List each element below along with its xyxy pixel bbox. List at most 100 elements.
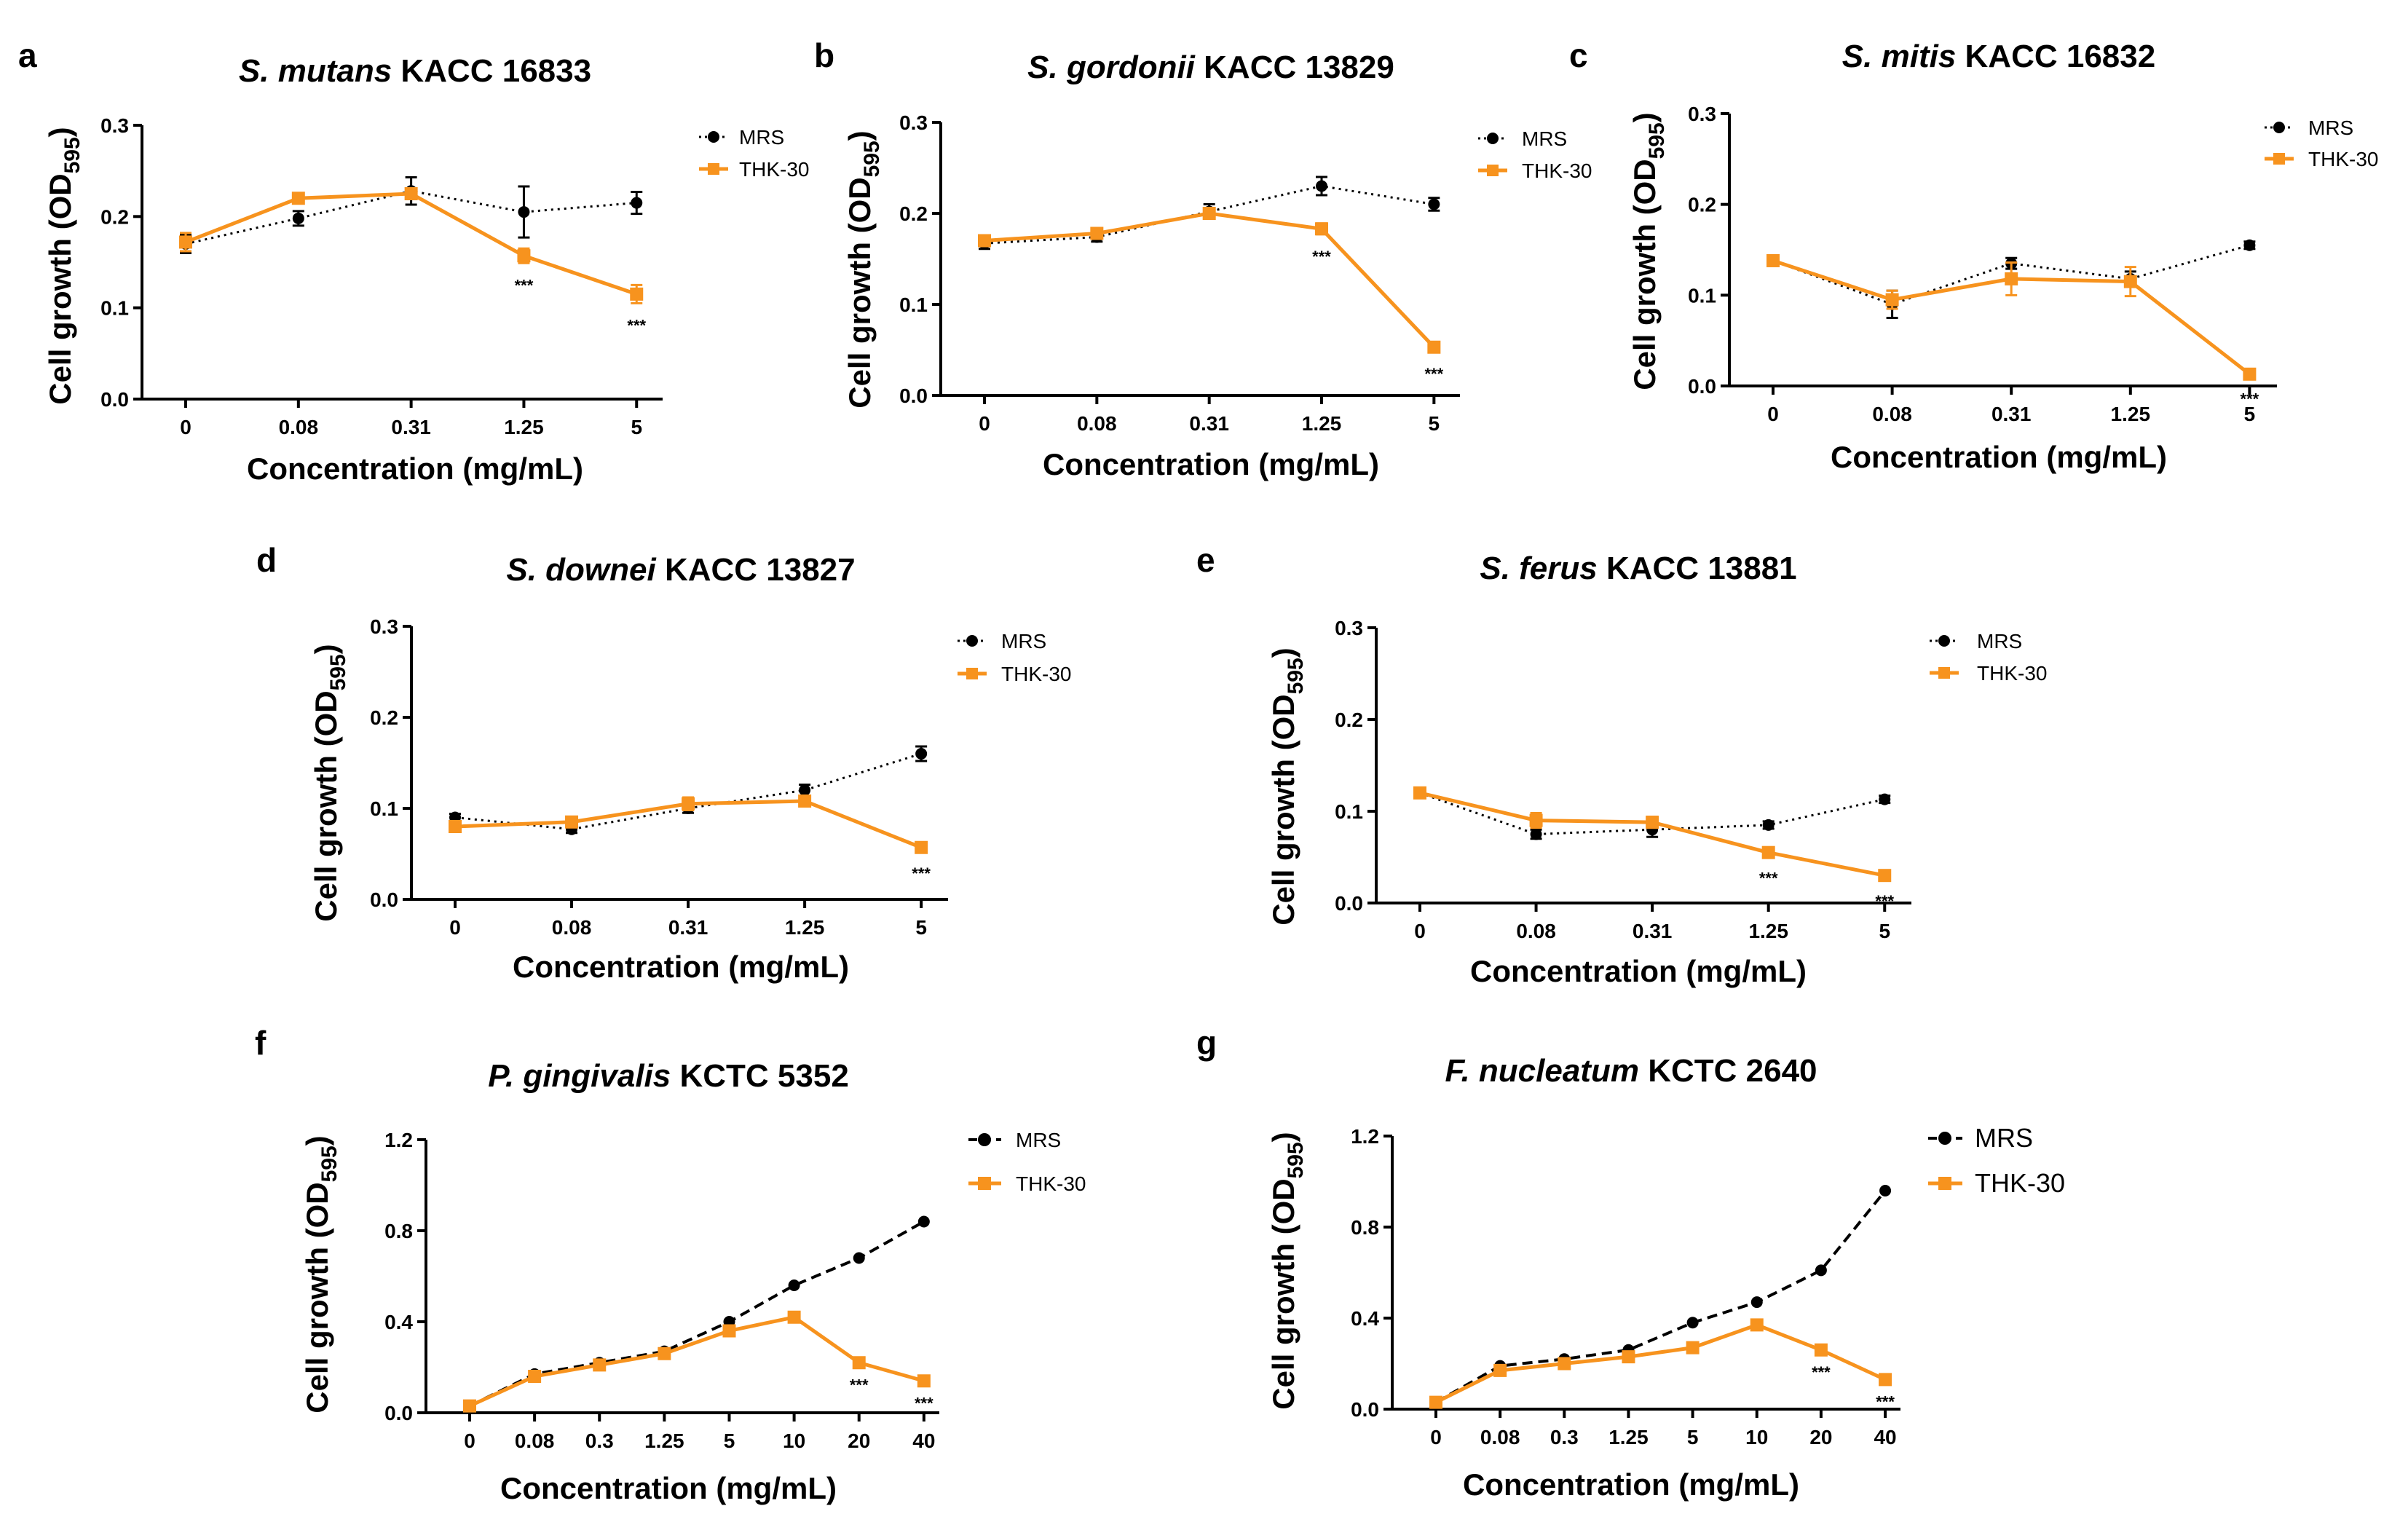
data-point-thk30 — [1686, 1341, 1700, 1355]
y-tick-label: 0.4 — [1351, 1307, 1379, 1330]
legend-marker-mrs — [1938, 635, 1950, 647]
x-tick-label: 0.08 — [1077, 412, 1117, 435]
x-tick-label: 0.31 — [1189, 412, 1229, 435]
legend: MRS THK-30 — [1478, 127, 1592, 182]
x-tick-label: 1.25 — [644, 1430, 684, 1452]
x-tick-label: 0 — [979, 412, 990, 435]
y-tick-label: 0.2 — [899, 202, 928, 225]
panel-letter: e — [1196, 541, 1215, 579]
y-tick-label: 0.2 — [1335, 709, 1363, 731]
legend-marker-thk30 — [1487, 165, 1499, 176]
plot-area: 0.0 0.1 0.2 0.3 0 0.08 0.31 1.25 5 *** *** — [899, 111, 1460, 435]
y-axis-label: Cell growth (OD595) — [309, 644, 350, 921]
plot-area: 0.0 0.1 0.2 0.3 0 0.08 0.31 1.25 5 *** *** — [100, 114, 663, 438]
x-tick-label: 0 — [1767, 403, 1779, 425]
significance-label: *** — [1425, 365, 1444, 383]
series-line-mrs — [454, 752, 922, 831]
data-point-mrs — [917, 1215, 930, 1228]
y-tick-label: 0.1 — [1335, 800, 1363, 823]
x-tick-label: 0.3 — [1550, 1426, 1579, 1448]
legend-marker-thk30 — [966, 668, 978, 679]
x-tick-label: 0.31 — [668, 916, 708, 939]
legend-label-mrs: MRS — [2308, 117, 2353, 139]
legend-marker-thk30 — [708, 163, 719, 175]
legend: MRS THK-30 — [968, 1129, 1086, 1195]
x-axis-label: Concentration (mg/mL) — [1831, 440, 2167, 474]
y-tick-label: 1.2 — [1351, 1125, 1379, 1148]
data-point-thk30 — [517, 249, 531, 263]
data-point-thk30 — [1879, 1373, 1892, 1387]
legend-item-mrs: MRS — [699, 126, 784, 149]
x-tick-label: 0 — [449, 916, 461, 939]
data-point-thk30 — [852, 1356, 866, 1370]
significance-label: *** — [915, 1394, 933, 1412]
data-point-thk30 — [291, 192, 305, 205]
legend-label-thk30: THK-30 — [1975, 1168, 2065, 1198]
data-point-thk30 — [1766, 253, 1780, 267]
legend-item-thk30: THK-30 — [1928, 1168, 2065, 1198]
legend-marker-mrs — [1938, 1132, 1951, 1145]
x-tick-label: 1.25 — [1748, 920, 1788, 942]
data-point-thk30 — [1427, 340, 1441, 354]
data-point-mrs — [915, 748, 928, 760]
series-line-thk30 — [185, 192, 638, 296]
legend-label-thk30: THK-30 — [1001, 663, 1071, 685]
data-point-thk30 — [1429, 1395, 1442, 1409]
y-tick-label: 0.3 — [1335, 617, 1363, 639]
data-point-thk30 — [1413, 786, 1426, 800]
x-tick-label: 20 — [1809, 1426, 1832, 1448]
y-tick-label: 0.0 — [1688, 375, 1716, 398]
legend-marker-mrs — [978, 1133, 991, 1146]
legend-label-mrs: MRS — [1522, 127, 1567, 150]
x-tick-label: 1.25 — [785, 916, 825, 939]
y-tick-label: 0.3 — [100, 114, 129, 137]
data-point-thk30 — [593, 1358, 607, 1372]
legend: MRS THK-30 — [1928, 1123, 2065, 1198]
panel-g: g F. nucleatum KCTC 2640 Cell growth (OD… — [1196, 1024, 2065, 1502]
x-tick-label: 5 — [915, 916, 927, 939]
legend-item-mrs: MRS — [958, 630, 1046, 652]
y-tick-label: 0.2 — [1688, 194, 1716, 216]
data-point-thk30 — [1878, 869, 1892, 883]
series-line-mrs — [1435, 1189, 1887, 1404]
x-axis-label: Concentration (mg/mL) — [500, 1471, 837, 1505]
legend-item-thk30: THK-30 — [699, 158, 809, 181]
legend-marker-mrs — [966, 635, 978, 647]
x-axis-label: Concentration (mg/mL) — [513, 950, 849, 984]
x-tick-label: 0.08 — [515, 1430, 555, 1452]
chart-title: S. ferus KACC 13881 — [1480, 551, 1796, 586]
legend-label-mrs: MRS — [1975, 1123, 2033, 1153]
x-tick-label: 1.25 — [1302, 412, 1342, 435]
x-tick-label: 10 — [783, 1430, 805, 1452]
x-tick-label: 20 — [848, 1430, 870, 1452]
data-point-mrs — [1686, 1317, 1699, 1329]
legend-label-mrs: MRS — [1001, 630, 1046, 652]
data-point-thk30 — [1622, 1350, 1635, 1364]
legend-marker-thk30 — [1938, 667, 1950, 679]
legend-item-thk30: THK-30 — [2265, 148, 2378, 170]
legend-item-thk30: THK-30 — [968, 1172, 1086, 1195]
y-tick-label: 1.2 — [384, 1129, 413, 1151]
legend-label-thk30: THK-30 — [1522, 159, 1592, 182]
plot-area: 0.0 0.1 0.2 0.3 0 0.08 0.31 1.25 5*** — [1688, 103, 2277, 425]
x-tick-label: 40 — [1874, 1426, 1896, 1448]
data-point-mrs — [631, 197, 643, 209]
x-tick-label: 1.25 — [504, 416, 544, 438]
y-tick-label: 0.3 — [899, 111, 928, 134]
significance-label: *** — [1812, 1363, 1831, 1381]
x-tick-label: 10 — [1745, 1426, 1768, 1448]
significance-label: *** — [912, 864, 931, 883]
data-point-thk30 — [1315, 222, 1329, 236]
x-tick-label: 0 — [464, 1430, 475, 1452]
data-point-thk30 — [1493, 1363, 1507, 1377]
x-tick-label: 0.31 — [391, 416, 431, 438]
legend-marker-thk30 — [1938, 1177, 1951, 1190]
panel-letter: f — [255, 1024, 267, 1062]
x-tick-label: 5 — [631, 416, 642, 438]
y-tick-label: 0.8 — [384, 1220, 413, 1242]
y-tick-label: 0.1 — [370, 797, 398, 820]
data-point-thk30 — [1558, 1357, 1571, 1371]
x-tick-label: 0.3 — [585, 1430, 614, 1452]
data-point-thk30 — [463, 1399, 476, 1413]
